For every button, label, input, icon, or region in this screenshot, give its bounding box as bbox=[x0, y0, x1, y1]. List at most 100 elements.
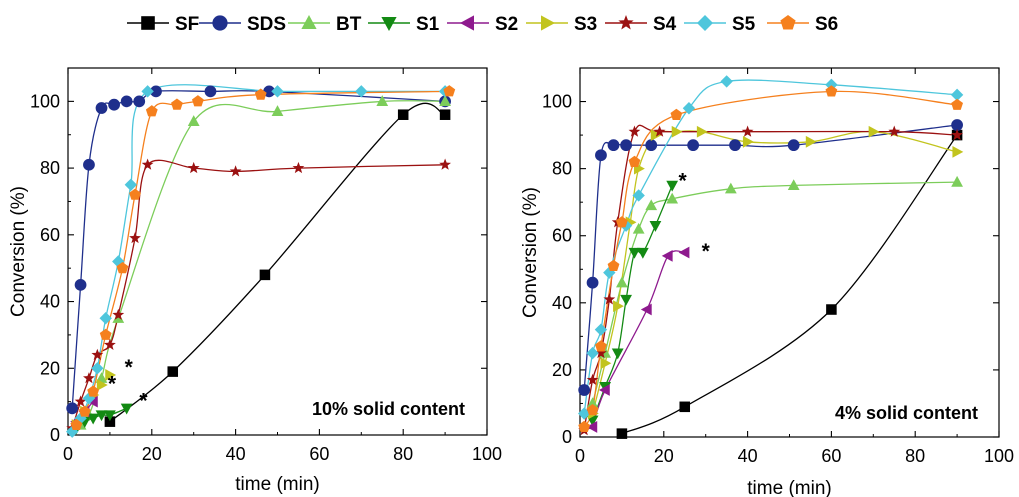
point-s6 bbox=[443, 85, 456, 97]
point-s4 bbox=[74, 395, 87, 407]
point-s5 bbox=[124, 178, 138, 191]
y-tick-label: 40 bbox=[40, 292, 60, 312]
y-tick-label: 0 bbox=[562, 427, 572, 447]
point-sds bbox=[687, 139, 700, 152]
point-sds bbox=[263, 85, 276, 98]
point-s2 bbox=[86, 395, 98, 408]
point-s1 bbox=[620, 294, 632, 306]
point-s3 bbox=[696, 125, 708, 138]
point-s4 bbox=[628, 125, 641, 137]
x-tick-label: 100 bbox=[984, 446, 1014, 466]
point-s4 bbox=[83, 372, 95, 384]
point-s5 bbox=[950, 88, 964, 102]
x-tick-label: 40 bbox=[738, 446, 758, 466]
point-s4 bbox=[292, 161, 305, 174]
point-sds bbox=[204, 85, 217, 98]
legend-marker bbox=[212, 15, 228, 31]
x-tick-label: 60 bbox=[309, 444, 329, 464]
asterisk-annotation: * bbox=[139, 389, 148, 412]
point-s4 bbox=[187, 161, 200, 174]
point-s3 bbox=[805, 135, 817, 148]
point-sds bbox=[595, 149, 607, 162]
point-s2 bbox=[586, 421, 598, 433]
series-curve-s5 bbox=[71, 84, 446, 433]
legend-item-s5: S5 bbox=[684, 14, 756, 35]
point-sf bbox=[104, 416, 116, 427]
y-tick-label: 20 bbox=[40, 358, 60, 378]
point-s5 bbox=[619, 219, 633, 232]
point-sds bbox=[607, 139, 620, 152]
point-s2 bbox=[598, 384, 610, 396]
point-bt bbox=[645, 199, 658, 211]
point-s2 bbox=[678, 246, 690, 259]
point-s6 bbox=[99, 328, 112, 340]
asterisk-annotation: * bbox=[125, 356, 134, 379]
legend-marker bbox=[780, 15, 796, 30]
point-s5 bbox=[99, 312, 112, 325]
point-s2 bbox=[640, 303, 652, 316]
point-s4 bbox=[888, 125, 901, 137]
point-sds bbox=[729, 139, 741, 152]
legend-item-sf: SF bbox=[127, 14, 199, 35]
point-sf bbox=[397, 109, 409, 120]
x-tick-label: 20 bbox=[142, 444, 162, 464]
point-bt bbox=[187, 115, 200, 127]
solid-content-label: 4% solid content bbox=[835, 403, 978, 423]
legend-label: S3 bbox=[574, 14, 597, 35]
y-tick-label: 80 bbox=[552, 159, 572, 179]
panel-4pct: 0 20 40 60 80 100 0 20 40 60 80 100 time (min) Conver… bbox=[520, 67, 1014, 497]
point-s4 bbox=[104, 338, 116, 350]
point-sds bbox=[150, 85, 162, 98]
point-sf bbox=[439, 109, 451, 120]
asterisk-annotation: * bbox=[702, 240, 711, 263]
point-sf bbox=[826, 304, 837, 315]
point-sds bbox=[95, 102, 108, 114]
point-s1 bbox=[104, 410, 116, 422]
point-s4 bbox=[951, 128, 963, 141]
point-bt bbox=[632, 222, 645, 234]
point-s5 bbox=[577, 407, 591, 420]
legend-marker bbox=[618, 15, 634, 30]
series-curve-s6 bbox=[583, 90, 958, 428]
series-curve-s3 bbox=[591, 130, 958, 414]
series-curve-sds bbox=[583, 124, 958, 391]
point-s4 bbox=[653, 125, 666, 137]
y-tick-label: 80 bbox=[40, 158, 60, 178]
plot-frame bbox=[67, 67, 488, 436]
point-s6 bbox=[616, 216, 628, 228]
asterisk-annotation: * bbox=[679, 170, 688, 193]
y-tick-label: 100 bbox=[30, 91, 60, 111]
point-s5 bbox=[586, 346, 599, 360]
y-tick-label: 60 bbox=[552, 226, 572, 246]
series-curve-sf bbox=[109, 102, 446, 423]
point-sds bbox=[108, 98, 120, 111]
point-s5 bbox=[825, 78, 838, 91]
legend-item-s2: S2 bbox=[447, 14, 518, 35]
point-s1 bbox=[628, 247, 641, 259]
point-s4 bbox=[129, 231, 141, 244]
point-sf bbox=[167, 366, 179, 377]
legend-label: S1 bbox=[416, 14, 440, 35]
point-sds bbox=[645, 139, 658, 152]
point-s4 bbox=[141, 158, 154, 170]
point-s1 bbox=[95, 410, 108, 422]
point-bt bbox=[271, 105, 284, 117]
point-sds bbox=[578, 384, 591, 396]
point-s1 bbox=[120, 403, 133, 415]
point-sds bbox=[620, 139, 632, 152]
y-tick-label: 60 bbox=[40, 225, 60, 245]
point-s6 bbox=[171, 98, 183, 110]
point-bt bbox=[439, 95, 451, 107]
point-s1 bbox=[87, 413, 100, 425]
point-s6 bbox=[578, 420, 591, 432]
point-s5 bbox=[141, 85, 154, 98]
point-s5 bbox=[355, 85, 368, 98]
point-s3 bbox=[613, 300, 624, 313]
point-s4 bbox=[439, 158, 451, 170]
x-axis-title: time (min) bbox=[235, 474, 319, 495]
point-bt bbox=[586, 397, 599, 409]
point-s3 bbox=[105, 369, 117, 381]
fit-curves bbox=[71, 84, 450, 433]
point-s6 bbox=[595, 340, 607, 352]
point-s1 bbox=[666, 180, 679, 192]
